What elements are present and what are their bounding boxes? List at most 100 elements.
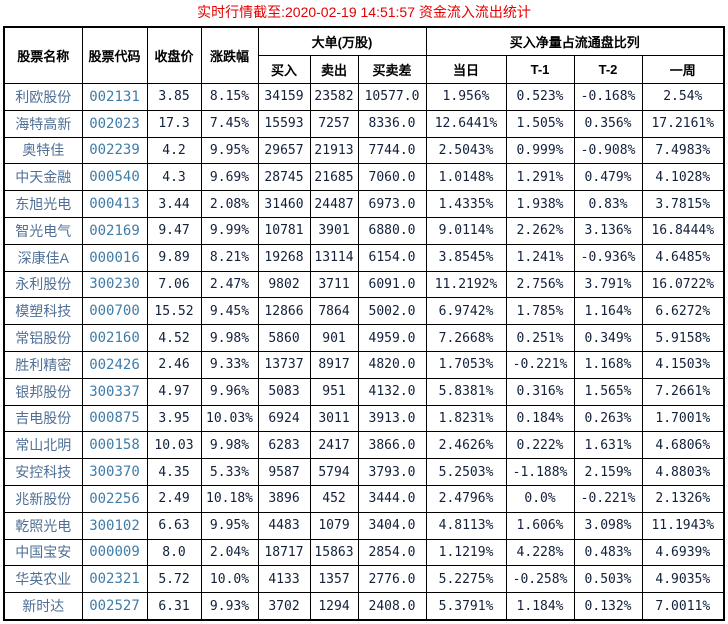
table-row: 胜利精密 002426 2.46 9.33% 13737 8917 4820.0 1.7053… bbox=[3, 350, 725, 379]
ratio-t1-cell: 1.505% bbox=[505, 109, 575, 138]
stock-name-cell: 常山北明 bbox=[3, 431, 83, 460]
stock-name-cell: 永利股份 bbox=[3, 270, 83, 299]
sell-volume-cell: 1079 bbox=[309, 511, 359, 540]
sell-volume-cell: 1294 bbox=[309, 592, 359, 621]
buy-volume-cell: 18717 bbox=[257, 538, 311, 567]
ratio-t2-cell: 3.136% bbox=[573, 216, 643, 245]
ratio-t2-cell: 1.565% bbox=[573, 377, 643, 406]
buy-volume-cell: 29657 bbox=[257, 136, 311, 165]
table-row: 海特高新 002023 17.3 7.45% 15593 7257 8336.0 12.644… bbox=[3, 109, 725, 138]
ratio-day-cell: 1.0148% bbox=[425, 163, 507, 192]
stock-code-cell: 000016 bbox=[81, 243, 148, 272]
change-pct-cell: 9.99% bbox=[200, 216, 259, 245]
close-price-cell: 2.46 bbox=[146, 350, 202, 379]
ratio-t2-cell: 3.791% bbox=[573, 270, 643, 299]
buy-volume-cell: 5083 bbox=[257, 377, 311, 406]
sell-volume-cell: 23582 bbox=[309, 83, 359, 111]
ratio-day-cell: 5.2503% bbox=[425, 458, 507, 486]
table-row: 模塑科技 000700 15.52 9.45% 12866 7864 5002.0 6.974… bbox=[3, 297, 725, 326]
ratio-week-cell: 3.7815% bbox=[641, 190, 725, 218]
change-pct-cell: 9.95% bbox=[200, 511, 259, 540]
stock-name-cell: 吉电股份 bbox=[3, 404, 83, 433]
ratio-t2-cell: 1.164% bbox=[573, 297, 643, 326]
ratio-week-cell: 4.6806% bbox=[641, 431, 725, 460]
ratio-week-cell: 4.9035% bbox=[641, 565, 725, 594]
change-pct-cell: 7.45% bbox=[200, 109, 259, 138]
stock-name-cell: 兆新股份 bbox=[3, 484, 83, 513]
ratio-t2-cell: 0.356% bbox=[573, 109, 643, 138]
stock-code-cell: 002023 bbox=[81, 109, 148, 138]
close-price-cell: 2.49 bbox=[146, 484, 202, 513]
ratio-week-cell: 4.6485% bbox=[641, 243, 725, 272]
change-pct-cell: 10.03% bbox=[200, 404, 259, 433]
stock-table-body: 利欧股份 002131 3.85 8.15% 34159 23582 10577.0 1.95… bbox=[3, 83, 725, 621]
header-t-minus-1: T-1 bbox=[505, 55, 575, 84]
close-price-cell: 3.44 bbox=[146, 190, 202, 218]
buy-sell-diff-cell: 4820.0 bbox=[357, 350, 427, 379]
page-title: 实时行情截至:2020-02-19 14:51:57 资金流入流出统计 bbox=[197, 4, 531, 20]
ratio-t2-cell: 0.479% bbox=[573, 163, 643, 192]
ratio-day-cell: 1.7053% bbox=[425, 350, 507, 379]
table-row: 吉电股份 000875 3.95 10.03% 6924 3011 3913.0 1.8231… bbox=[3, 404, 725, 433]
table-row: 安控科技 300370 4.35 5.33% 9587 5794 3793.0 5.2503%… bbox=[3, 458, 725, 486]
change-pct-cell: 9.95% bbox=[200, 136, 259, 165]
ratio-day-cell: 2.4626% bbox=[425, 431, 507, 460]
buy-sell-diff-cell: 5002.0 bbox=[357, 297, 427, 326]
buy-sell-diff-cell: 2408.0 bbox=[357, 592, 427, 621]
sell-volume-cell: 21913 bbox=[309, 136, 359, 165]
buy-sell-diff-cell: 7060.0 bbox=[357, 163, 427, 192]
ratio-t2-cell: 0.132% bbox=[573, 592, 643, 621]
change-pct-cell: 10.18% bbox=[200, 484, 259, 513]
buy-volume-cell: 9802 bbox=[257, 270, 311, 299]
ratio-t1-cell: -0.258% bbox=[505, 565, 575, 594]
buy-volume-cell: 5860 bbox=[257, 324, 311, 352]
buy-sell-diff-cell: 3444.0 bbox=[357, 484, 427, 513]
ratio-day-cell: 1.4335% bbox=[425, 190, 507, 218]
ratio-day-cell: 2.4796% bbox=[425, 484, 507, 513]
stock-name-cell: 智光电气 bbox=[3, 216, 83, 245]
buy-sell-diff-cell: 2776.0 bbox=[357, 565, 427, 594]
close-price-cell: 4.2 bbox=[146, 136, 202, 165]
sell-volume-cell: 15863 bbox=[309, 538, 359, 567]
ratio-t2-cell: 0.83% bbox=[573, 190, 643, 218]
sell-volume-cell: 3011 bbox=[309, 404, 359, 433]
table-row: 兆新股份 002256 2.49 10.18% 3896 452 3444.0 2.4796%… bbox=[3, 484, 725, 513]
buy-volume-cell: 4483 bbox=[257, 511, 311, 540]
ratio-day-cell: 5.2275% bbox=[425, 565, 507, 594]
close-price-cell: 3.95 bbox=[146, 404, 202, 433]
close-price-cell: 4.35 bbox=[146, 458, 202, 486]
buy-volume-cell: 12866 bbox=[257, 297, 311, 326]
sell-volume-cell: 24487 bbox=[309, 190, 359, 218]
close-price-cell: 4.52 bbox=[146, 324, 202, 352]
table-row: 华英农业 002321 5.72 10.0% 4133 1357 2776.0 5.2275%… bbox=[3, 565, 725, 594]
ratio-t1-cell: 0.222% bbox=[505, 431, 575, 460]
change-pct-cell: 9.45% bbox=[200, 297, 259, 326]
ratio-t2-cell: 0.263% bbox=[573, 404, 643, 433]
table-row: 乾照光电 300102 6.63 9.95% 4483 1079 3404.0 4.8113%… bbox=[3, 511, 725, 540]
buy-volume-cell: 3702 bbox=[257, 592, 311, 621]
ratio-week-cell: 2.54% bbox=[641, 83, 725, 111]
buy-sell-diff-cell: 4132.0 bbox=[357, 377, 427, 406]
header-stock-code: 股票代码 bbox=[81, 26, 148, 84]
table-row: 中天金融 000540 4.3 9.69% 28745 21685 7060.0 1.0148… bbox=[3, 163, 725, 192]
close-price-cell: 15.52 bbox=[146, 297, 202, 326]
header-row-1: 股票名称 股票代码 收盘价 涨跌幅 大单(万股) 买入净量占流通盘比列 bbox=[3, 26, 725, 84]
header-net-buy-ratio-group: 买入净量占流通盘比列 bbox=[425, 26, 725, 56]
ratio-day-cell: 4.8113% bbox=[425, 511, 507, 540]
stock-code-cell: 002169 bbox=[81, 216, 148, 245]
ratio-t1-cell: 0.0% bbox=[505, 484, 575, 513]
table-row: 新时达 002527 6.31 9.93% 3702 1294 2408.0 5.3791% 1… bbox=[3, 592, 725, 621]
stock-code-cell: 002160 bbox=[81, 324, 148, 352]
close-price-cell: 4.3 bbox=[146, 163, 202, 192]
change-pct-cell: 9.98% bbox=[200, 431, 259, 460]
ratio-week-cell: 11.1943% bbox=[641, 511, 725, 540]
ratio-day-cell: 9.0114% bbox=[425, 216, 507, 245]
buy-volume-cell: 10781 bbox=[257, 216, 311, 245]
stock-name-cell: 胜利精密 bbox=[3, 350, 83, 379]
ratio-t1-cell: 1.184% bbox=[505, 592, 575, 621]
ratio-t1-cell: 0.999% bbox=[505, 136, 575, 165]
close-price-cell: 7.06 bbox=[146, 270, 202, 299]
ratio-day-cell: 1.1219% bbox=[425, 538, 507, 567]
close-price-cell: 8.0 bbox=[146, 538, 202, 567]
table-row: 奥特佳 002239 4.2 9.95% 29657 21913 7744.0 2.5043%… bbox=[3, 136, 725, 165]
